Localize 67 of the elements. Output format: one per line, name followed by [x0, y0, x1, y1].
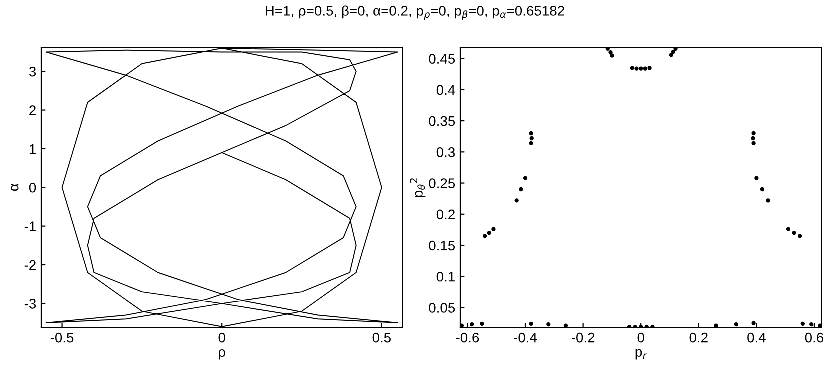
- y-tick-label: 0: [29, 182, 36, 193]
- point: [752, 141, 756, 146]
- point: [606, 48, 610, 51]
- y-axis-title: p$_{θ}$$^{2}$: [410, 178, 426, 198]
- point: [480, 322, 484, 326]
- x-tick-label: 0.6: [805, 332, 824, 343]
- x-tick-label: 0: [638, 332, 644, 343]
- point: [529, 141, 534, 146]
- y-tick-label: 1: [30, 144, 36, 154]
- chart-title: H=1, ρ=0.5, β=0, α=0.2, p$_{ρ}$=0, p$_{β}$=0, p$_{α}$=0.65182: [266, 6, 564, 20]
- x-tick-label: 0.5: [372, 332, 391, 343]
- y-tick-label: 0.4: [436, 85, 456, 96]
- point: [734, 322, 739, 327]
- point: [470, 322, 474, 327]
- point: [800, 322, 805, 326]
- point: [810, 322, 814, 327]
- point: [492, 227, 496, 232]
- point: [754, 176, 759, 180]
- point: [630, 66, 635, 70]
- point: [523, 176, 528, 180]
- point: [798, 234, 802, 238]
- point: [610, 54, 614, 58]
- point: [752, 131, 756, 136]
- y-tick-label: 0.25: [429, 178, 456, 188]
- point: [792, 230, 796, 236]
- x-tick-label: 0: [218, 332, 226, 343]
- y-tick-label: 0.1: [436, 272, 455, 282]
- point: [482, 234, 488, 238]
- y-tick-label: -2: [24, 260, 36, 270]
- point: [648, 66, 652, 70]
- point: [786, 227, 791, 232]
- y-tick-label: 3: [29, 66, 36, 77]
- y-axis-title: α: [11, 184, 19, 192]
- point: [674, 48, 678, 51]
- point: [519, 187, 524, 192]
- point: [530, 136, 534, 141]
- point: [529, 131, 534, 136]
- x-tick-label: -0.6: [456, 332, 480, 343]
- point: [751, 136, 756, 141]
- x-tick-label: 0.2: [690, 332, 708, 343]
- y-tick-label: 0.45: [429, 54, 456, 64]
- y-tick-label: 2: [30, 106, 36, 116]
- y-tick-label: 0.15: [429, 240, 456, 251]
- x-tick-label: 0.4: [748, 332, 766, 343]
- point: [671, 50, 676, 54]
- point: [643, 66, 648, 71]
- point: [634, 66, 639, 71]
- point: [669, 53, 674, 58]
- point: [639, 66, 644, 71]
- y-tick-label: -3: [24, 299, 36, 309]
- y-tick-label: 0.3: [436, 148, 456, 158]
- x-tick-label: -0.5: [50, 332, 74, 343]
- y-tick-label: 0.05: [429, 303, 456, 313]
- point: [514, 198, 519, 203]
- x-tick-label: -0.4: [514, 332, 538, 343]
- y-tick-label: 0.35: [429, 116, 456, 126]
- point: [487, 230, 492, 236]
- x-axis-title: p$_{r}$: [636, 349, 648, 360]
- point: [529, 322, 534, 326]
- y-tick-label: 0.2: [436, 210, 455, 220]
- point: [752, 321, 756, 326]
- x-axis-title: ρ: [219, 349, 226, 360]
- point: [760, 187, 765, 192]
- point: [766, 198, 770, 203]
- y-tick-label: -1: [24, 222, 36, 232]
- x-tick-label: -0.2: [572, 332, 595, 343]
- point: [546, 322, 551, 327]
